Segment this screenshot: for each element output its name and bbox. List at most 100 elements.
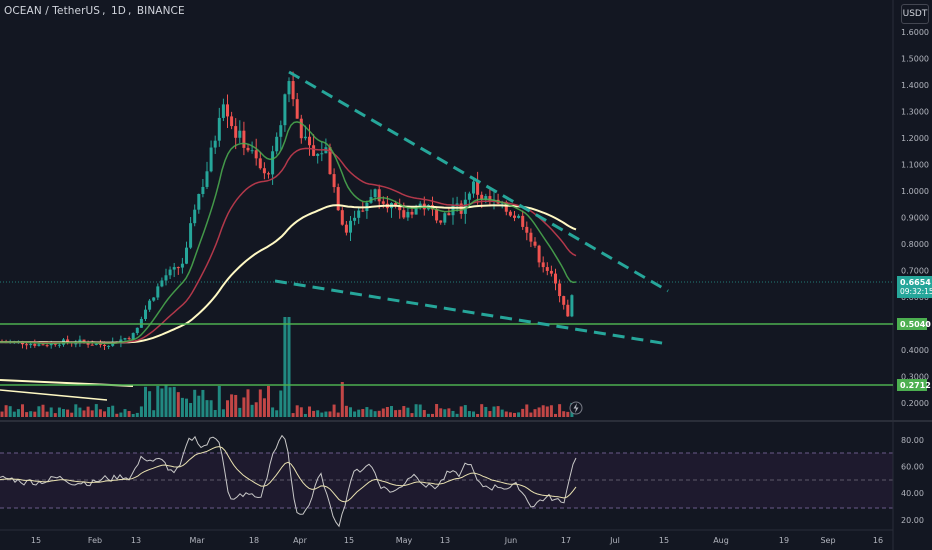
volume-bar bbox=[107, 407, 111, 417]
candle-body bbox=[242, 130, 246, 148]
candle-body bbox=[402, 210, 406, 218]
volume-bar bbox=[152, 410, 156, 417]
candle-body bbox=[349, 220, 352, 233]
volume-bars bbox=[0, 317, 574, 417]
candle-body bbox=[439, 220, 443, 223]
volume-bar bbox=[385, 406, 389, 417]
candle-body bbox=[74, 343, 78, 345]
rsi-line[interactable] bbox=[0, 434, 577, 528]
volume-bar bbox=[242, 397, 246, 417]
candle-body bbox=[504, 201, 508, 212]
candle-body bbox=[562, 296, 566, 305]
candle-body bbox=[213, 140, 217, 148]
candle-body bbox=[320, 153, 324, 155]
time-tick-label: 15 bbox=[31, 536, 41, 545]
volume-bar bbox=[537, 407, 541, 417]
candle-body bbox=[86, 342, 90, 345]
time-tick-label: Mar bbox=[189, 536, 205, 545]
wedge-upper-trendline[interactable] bbox=[288, 70, 669, 293]
volume-bar bbox=[554, 413, 557, 417]
volume-bar bbox=[135, 412, 139, 417]
lightning-icon[interactable] bbox=[569, 401, 583, 415]
volume-bar bbox=[254, 402, 258, 417]
volume-bar bbox=[156, 385, 160, 417]
price-tick-label: 1.5000 bbox=[901, 55, 929, 64]
candle-body bbox=[189, 223, 193, 248]
volume-bar bbox=[12, 411, 16, 417]
volume-bar bbox=[435, 404, 439, 417]
candle-body bbox=[443, 213, 447, 223]
volume-bar bbox=[324, 411, 328, 417]
candle-body bbox=[525, 226, 529, 233]
volume-bar bbox=[529, 412, 533, 417]
volume-bar bbox=[66, 409, 70, 417]
candle-body bbox=[394, 203, 398, 206]
candle-body bbox=[361, 210, 365, 212]
candle-body bbox=[480, 194, 484, 200]
candle-body bbox=[570, 295, 574, 317]
rsi-tick-label: 20.00 bbox=[901, 516, 924, 525]
price-axis[interactable]: 1.6000 1.5000 1.4000 1.3000 1.2000 1.1000 1.00… bbox=[901, 28, 929, 408]
candle-body bbox=[537, 245, 541, 263]
exchange: BINANCE bbox=[136, 5, 185, 17]
rsi-axis[interactable]: 80.00 60.00 40.00 20.00 bbox=[901, 436, 924, 525]
volume-bar bbox=[410, 413, 414, 417]
volume-bar bbox=[221, 409, 225, 417]
candle-body bbox=[541, 262, 545, 268]
volume-bar bbox=[566, 411, 570, 417]
volume-bar bbox=[328, 411, 332, 417]
volume-bar bbox=[513, 412, 516, 417]
symbol-name[interactable]: OCEAN / TetherUS bbox=[4, 5, 101, 17]
candle-body bbox=[107, 345, 111, 347]
candle-body bbox=[197, 193, 201, 210]
candle-body bbox=[373, 189, 377, 198]
volume-bar bbox=[209, 400, 213, 417]
candle-body bbox=[381, 201, 385, 204]
volume-bar bbox=[189, 403, 193, 417]
currency-button[interactable]: USDT bbox=[901, 4, 929, 24]
candle-body bbox=[144, 309, 147, 319]
volume-bar bbox=[394, 410, 398, 417]
volume-bar bbox=[344, 405, 348, 417]
volume-bar bbox=[21, 404, 24, 417]
candle-body bbox=[291, 81, 295, 100]
volume-bar bbox=[377, 410, 381, 417]
candle-body bbox=[451, 204, 455, 216]
volume-bar bbox=[402, 406, 406, 417]
support-tag-2: 0.2712 bbox=[897, 379, 931, 391]
support-tag-1: 0.5040 bbox=[897, 318, 931, 330]
volume-bar bbox=[357, 409, 361, 417]
price-tick-label: 0.3000 bbox=[901, 373, 929, 382]
volume-bar bbox=[312, 410, 316, 417]
rsi-ma-line[interactable] bbox=[0, 446, 577, 503]
time-axis[interactable]: 15 Feb 13 Mar 18 Apr 15 May 13 Jun 17 Jul 15 Aug 19 Sep… bbox=[31, 536, 883, 545]
volume-bar bbox=[459, 406, 463, 417]
candle-body bbox=[254, 150, 258, 159]
time-tick-label: Feb bbox=[88, 536, 102, 545]
candle-body bbox=[226, 104, 229, 117]
candle-body bbox=[476, 181, 480, 195]
volume-bar bbox=[418, 404, 422, 417]
volume-bar bbox=[414, 404, 418, 417]
price-tick-label: 1.6000 bbox=[901, 28, 929, 37]
candle-body bbox=[484, 196, 488, 200]
candle-body bbox=[332, 174, 336, 188]
wedge-lower-trendline[interactable] bbox=[274, 279, 669, 346]
interval[interactable]: 1D bbox=[110, 5, 126, 17]
candle-body bbox=[57, 344, 61, 346]
symbol-legend[interactable]: OCEAN / TetherUS, 1D, BINANCE bbox=[4, 5, 185, 17]
candle-body bbox=[549, 270, 553, 274]
volume-bar bbox=[496, 406, 500, 417]
candle-body bbox=[90, 344, 94, 346]
ema-20-line[interactable] bbox=[0, 121, 577, 345]
candle-body bbox=[533, 241, 537, 246]
volume-bar bbox=[275, 410, 279, 417]
volume-bar bbox=[271, 407, 275, 417]
volume-bar bbox=[447, 408, 451, 417]
volume-bar bbox=[213, 410, 217, 417]
candle-body bbox=[414, 207, 418, 215]
volume-bar bbox=[426, 413, 430, 417]
volume-bar bbox=[439, 408, 443, 417]
candle-body bbox=[135, 327, 139, 334]
